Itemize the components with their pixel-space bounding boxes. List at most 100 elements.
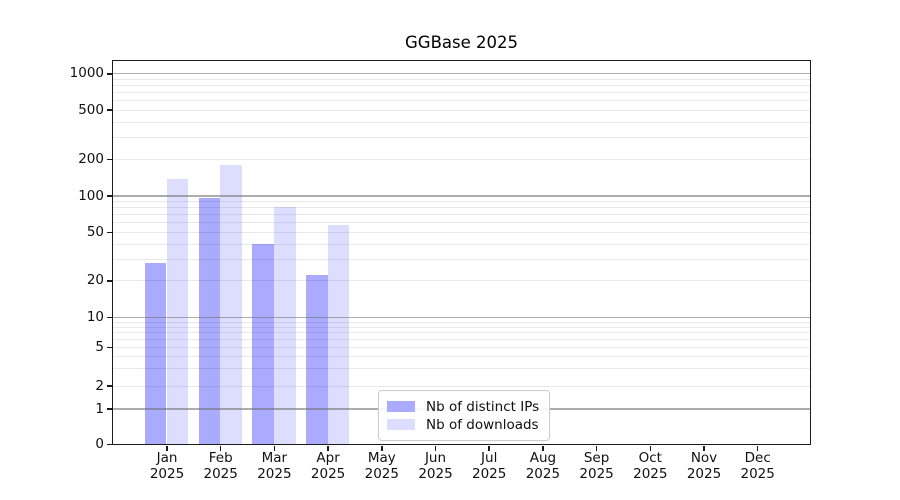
y-tick-mark (106, 231, 113, 234)
gridline-major (113, 195, 810, 197)
gridline-minor (113, 84, 810, 86)
y-tick-mark (106, 195, 113, 197)
x-tick-label-year: 2025 (525, 466, 561, 482)
gridline-major (113, 316, 810, 319)
y-tick-mark (106, 346, 113, 349)
legend-row: Nb of downloads (387, 416, 541, 433)
x-tick-label-month: Sep (583, 450, 610, 466)
x-tick-label: Apr 2025 (298, 450, 358, 482)
y-tick-label: 50 (86, 224, 104, 240)
y-tick-label: 0 (95, 436, 104, 452)
x-tick-label-year: 2025 (257, 466, 292, 482)
x-tick-label-month: Jul (481, 450, 498, 466)
x-tick-label-year: 2025 (472, 466, 507, 482)
x-tick-label: Dec 2025 (728, 450, 788, 482)
y-tick-mark (106, 280, 113, 282)
gridline-minor (113, 159, 810, 160)
x-tick-label-month: Apr (316, 450, 340, 466)
x-tick-label-year: 2025 (203, 466, 238, 482)
x-tick-label: Oct 2025 (620, 450, 680, 482)
x-tick-mark (166, 446, 168, 451)
x-tick-label-year: 2025 (310, 466, 346, 482)
x-tick-label-month: Aug (529, 450, 557, 466)
legend-row: Nb of distinct IPs (387, 398, 541, 415)
x-tick-label-year: 2025 (364, 466, 399, 482)
bar-downloads-mar (273, 207, 296, 444)
x-tick-mark (273, 446, 276, 451)
x-tick-mark (488, 446, 490, 451)
gridline-minor (113, 339, 810, 341)
y-tick-label: 100 (78, 187, 104, 204)
x-tick-label-year: 2025 (149, 466, 185, 482)
x-tick-label: Aug 2025 (513, 450, 573, 482)
bar-distinct-ips-feb (198, 198, 221, 444)
x-tick-mark (434, 446, 437, 451)
y-tick-label: 5 (95, 339, 104, 355)
bar-downloads-feb (220, 164, 242, 444)
gridline-minor (113, 232, 810, 233)
x-tick-label-year: 2025 (418, 466, 453, 482)
x-tick-label-month: Jun (424, 450, 447, 466)
y-tick-label: 1 (95, 400, 104, 417)
x-tick-label-year: 2025 (740, 466, 775, 482)
x-tick-mark (219, 446, 222, 451)
gridline-minor (113, 356, 810, 358)
x-tick-mark (595, 446, 598, 451)
x-tick-mark (542, 446, 544, 451)
gridline-minor (113, 121, 810, 123)
x-tick-label: Sep 2025 (567, 450, 627, 482)
y-tick-mark (106, 158, 113, 161)
gridline-minor (113, 207, 810, 209)
gridline-minor (113, 201, 810, 203)
bar-distinct-ips-mar (252, 243, 274, 444)
x-tick-mark (756, 446, 759, 451)
y-tick-mark (106, 385, 113, 387)
x-tick-label-year: 2025 (579, 466, 614, 482)
gridline-major (113, 73, 810, 75)
gridline-minor (113, 280, 810, 282)
y-tick-mark (106, 109, 113, 111)
x-tick-label-month: Oct (638, 450, 662, 466)
x-tick-label: Jul 2025 (459, 450, 519, 482)
x-tick-label-year: 2025 (633, 466, 668, 482)
x-tick-label-month: Nov (690, 450, 718, 466)
x-tick-mark (649, 446, 652, 451)
y-tick-label: 200 (78, 151, 104, 167)
plot-area: Nb of distinct IPs Nb of downloads (112, 60, 811, 445)
y-tick-label: 2 (95, 377, 104, 394)
legend-label-downloads: Nb of downloads (426, 416, 539, 433)
chart-title: GGBase 2025 (405, 33, 518, 52)
gridline-minor (113, 137, 810, 139)
y-tick-mark (106, 316, 113, 319)
x-tick-label: Jan 2025 (137, 450, 197, 482)
y-tick-label: 10 (86, 309, 104, 325)
legend-label-distinct-ips: Nb of distinct IPs (426, 398, 540, 415)
legend: Nb of distinct IPs Nb of downloads (378, 390, 550, 441)
x-tick-mark (327, 446, 329, 451)
y-tick-label: 20 (86, 272, 104, 289)
x-tick-label-month: Mar (261, 450, 288, 466)
x-tick-label: May 2025 (352, 450, 412, 482)
bar-distinct-ips-jan (144, 262, 167, 444)
y-tick-mark (106, 408, 113, 410)
gridline-minor (113, 222, 810, 224)
x-tick-label: Feb 2025 (191, 450, 251, 482)
gridline-minor (113, 109, 810, 111)
bar-downloads-jan (166, 178, 189, 444)
x-tick-label: Mar 2025 (244, 450, 304, 482)
legend-swatch-downloads (387, 418, 415, 431)
x-tick-label-year: 2025 (686, 466, 722, 482)
x-tick-label-month: Feb (208, 450, 233, 466)
gridline-minor (113, 91, 810, 93)
gridline-minor (113, 258, 810, 260)
x-tick-mark (703, 446, 705, 451)
bar-downloads-apr (327, 225, 350, 444)
x-tick-label: Nov 2025 (674, 450, 734, 482)
y-tick-mark (106, 73, 113, 75)
legend-swatch-distinct-ips (387, 400, 415, 413)
gridline-minor (113, 368, 810, 370)
y-tick-mark (106, 443, 113, 446)
gridline-minor (113, 78, 810, 80)
x-tick-label: Jun 2025 (406, 450, 466, 482)
